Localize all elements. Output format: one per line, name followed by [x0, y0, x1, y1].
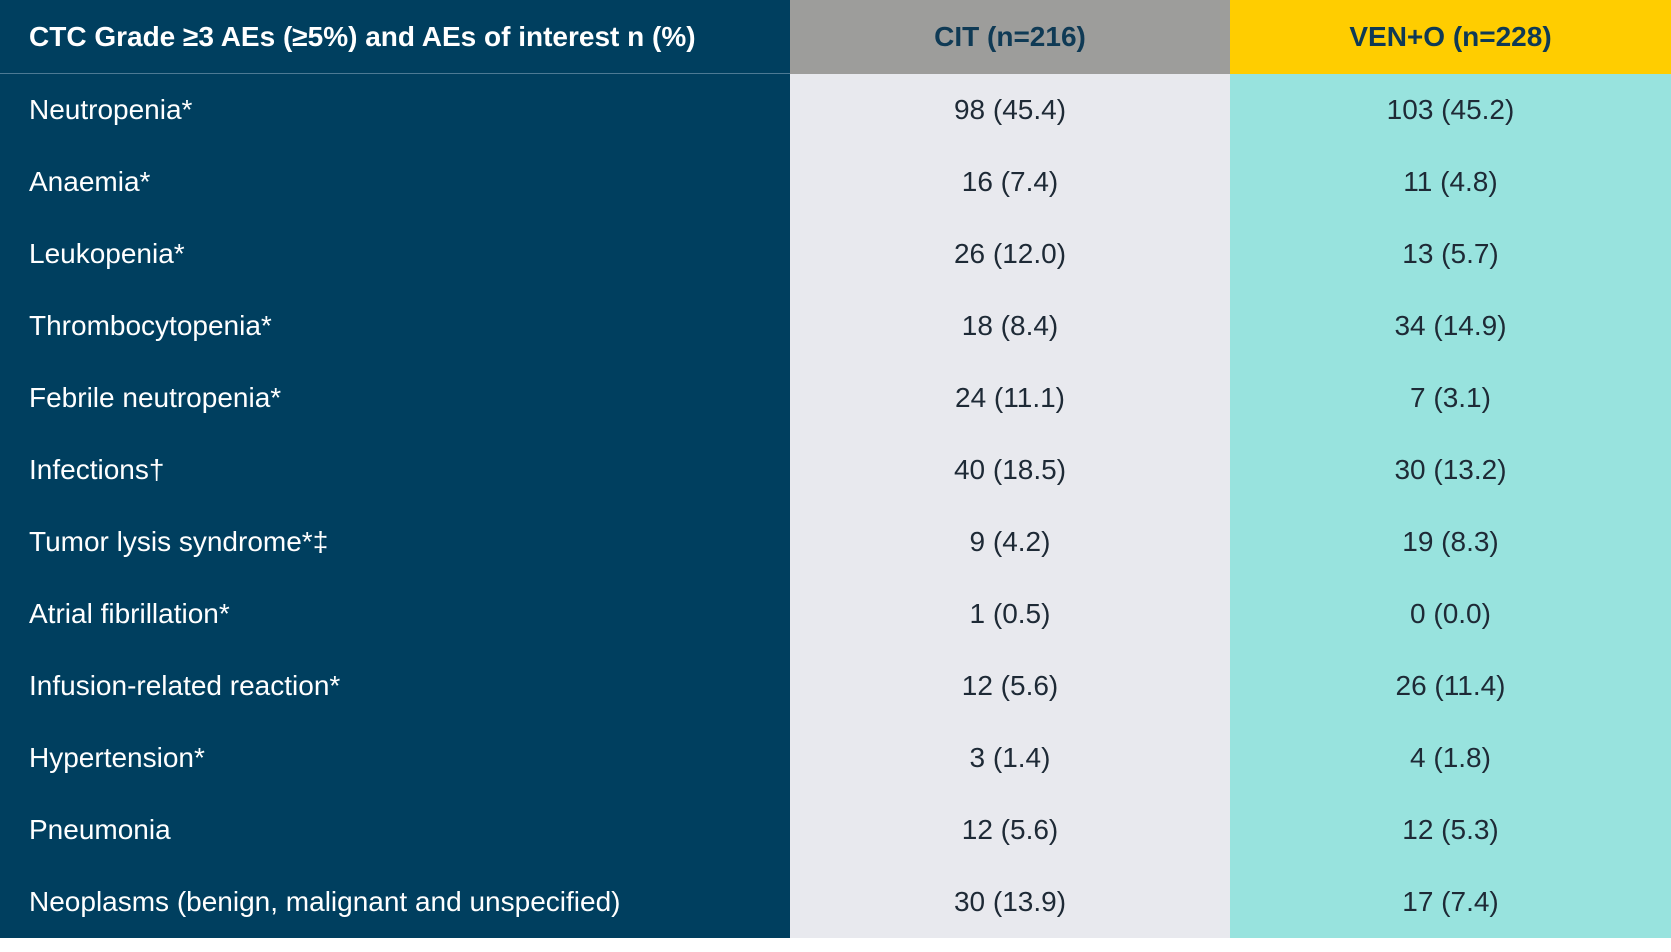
veno-value: 17 (7.4) — [1230, 866, 1671, 938]
veno-value: 4 (1.8) — [1230, 722, 1671, 794]
cit-value: 24 (11.1) — [790, 362, 1230, 434]
cit-value: 12 (5.6) — [790, 794, 1230, 866]
cit-value: 30 (13.9) — [790, 866, 1230, 938]
veno-value: 11 (4.8) — [1230, 146, 1671, 218]
row-label: Hypertension* — [0, 722, 790, 794]
row-label: Atrial fibrillation* — [0, 578, 790, 650]
veno-value: 0 (0.0) — [1230, 578, 1671, 650]
veno-value: 7 (3.1) — [1230, 362, 1671, 434]
header-veno: VEN+O (n=228) — [1230, 0, 1671, 74]
cit-value: 9 (4.2) — [790, 506, 1230, 578]
table-row: Neoplasms (benign, malignant and unspeci… — [0, 866, 1671, 938]
table-row: Leukopenia* 26 (12.0) 13 (5.7) — [0, 218, 1671, 290]
veno-value: 30 (13.2) — [1230, 434, 1671, 506]
table-row: Hypertension* 3 (1.4) 4 (1.8) — [0, 722, 1671, 794]
cit-value: 18 (8.4) — [790, 290, 1230, 362]
row-label: Infections† — [0, 434, 790, 506]
veno-value: 19 (8.3) — [1230, 506, 1671, 578]
header-ae-label: CTC Grade ≥3 AEs (≥5%) and AEs of intere… — [0, 0, 790, 74]
cit-value: 3 (1.4) — [790, 722, 1230, 794]
row-label: Tumor lysis syndrome*‡ — [0, 506, 790, 578]
row-label: Febrile neutropenia* — [0, 362, 790, 434]
table-row: Thrombocytopenia* 18 (8.4) 34 (14.9) — [0, 290, 1671, 362]
row-label: Pneumonia — [0, 794, 790, 866]
table-row: Tumor lysis syndrome*‡ 9 (4.2) 19 (8.3) — [0, 506, 1671, 578]
row-label: Neutropenia* — [0, 74, 790, 146]
row-label: Leukopenia* — [0, 218, 790, 290]
table-row: Infusion-related reaction* 12 (5.6) 26 (… — [0, 650, 1671, 722]
table-row: Atrial fibrillation* 1 (0.5) 0 (0.0) — [0, 578, 1671, 650]
header-cit: CIT (n=216) — [790, 0, 1230, 74]
cit-value: 98 (45.4) — [790, 74, 1230, 146]
row-label: Thrombocytopenia* — [0, 290, 790, 362]
row-label: Infusion-related reaction* — [0, 650, 790, 722]
veno-value: 103 (45.2) — [1230, 74, 1671, 146]
veno-value: 34 (14.9) — [1230, 290, 1671, 362]
veno-value: 26 (11.4) — [1230, 650, 1671, 722]
cit-value: 1 (0.5) — [790, 578, 1230, 650]
table-row: Febrile neutropenia* 24 (11.1) 7 (3.1) — [0, 362, 1671, 434]
cit-value: 26 (12.0) — [790, 218, 1230, 290]
table-row: Anaemia* 16 (7.4) 11 (4.8) — [0, 146, 1671, 218]
table-header-row: CTC Grade ≥3 AEs (≥5%) and AEs of intere… — [0, 0, 1671, 74]
cit-value: 16 (7.4) — [790, 146, 1230, 218]
veno-value: 13 (5.7) — [1230, 218, 1671, 290]
table-row: Infections† 40 (18.5) 30 (13.2) — [0, 434, 1671, 506]
row-label: Neoplasms (benign, malignant and unspeci… — [0, 866, 790, 938]
veno-value: 12 (5.3) — [1230, 794, 1671, 866]
table-row: Neutropenia* 98 (45.4) 103 (45.2) — [0, 74, 1671, 146]
table-row: Pneumonia 12 (5.6) 12 (5.3) — [0, 794, 1671, 866]
row-label: Anaemia* — [0, 146, 790, 218]
cit-value: 40 (18.5) — [790, 434, 1230, 506]
cit-value: 12 (5.6) — [790, 650, 1230, 722]
